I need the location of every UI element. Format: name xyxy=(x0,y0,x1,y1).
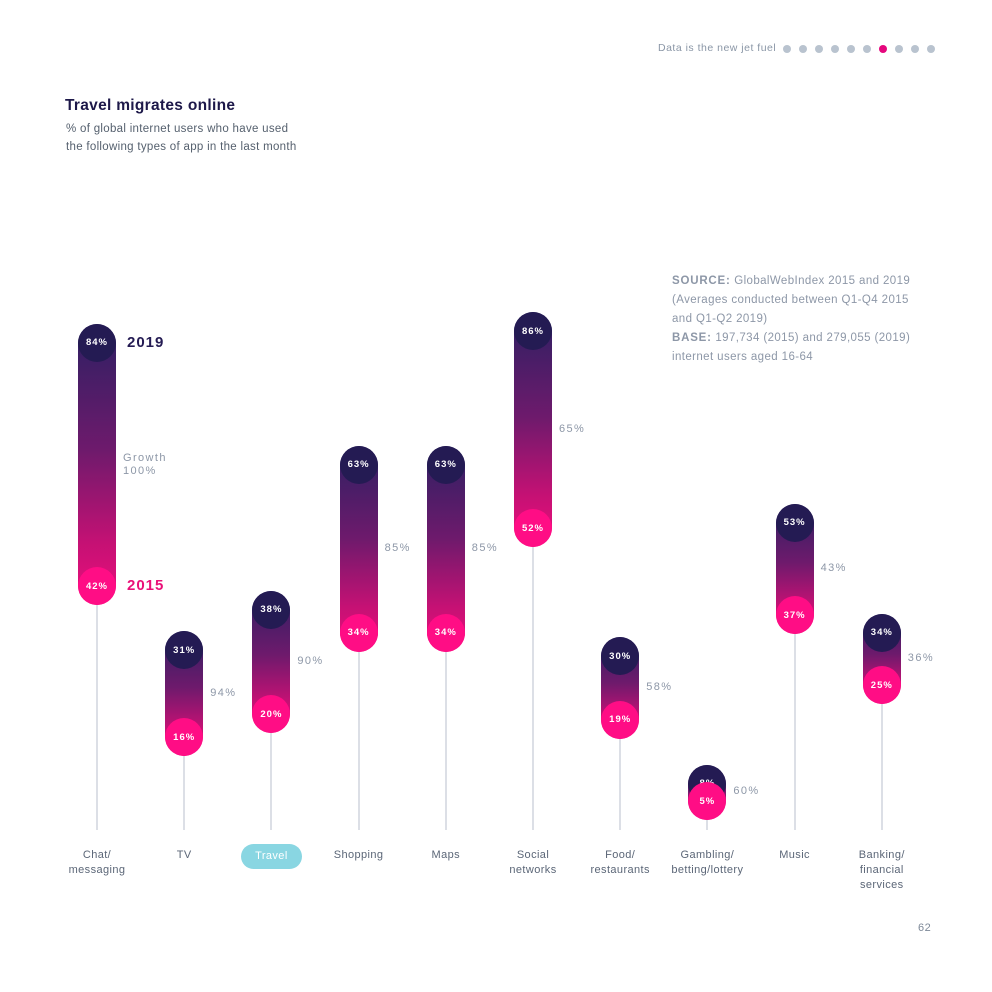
subtitle-line-2: the following types of app in the last m… xyxy=(66,141,297,153)
category-label-line: Social xyxy=(516,849,550,861)
category-label: Social networks xyxy=(471,848,595,878)
base-label: BASE: xyxy=(672,332,712,344)
pagination-dot xyxy=(927,45,935,53)
category-label: Chat/messaging xyxy=(35,848,159,878)
pagination-dots xyxy=(783,45,935,53)
category-label-line: Shopping xyxy=(333,849,384,861)
growth-label: Growth 100% xyxy=(123,451,167,477)
bar-2019-value: 86% xyxy=(514,312,552,351)
category-label-line: messaging xyxy=(68,864,126,876)
category-label-line: Food/ xyxy=(605,849,636,861)
growth-label: 65% xyxy=(559,422,586,435)
category-label: Music xyxy=(733,848,857,863)
source-text: GlobalWebIndex 2015 and 2019 xyxy=(730,275,911,287)
base-text: 197,734 (2015) and 279,055 (2019) xyxy=(711,332,911,344)
pagination-dot xyxy=(799,45,807,53)
bar-2019-value: 63% xyxy=(339,445,378,484)
bar-capsule xyxy=(78,323,116,606)
subtitle-line-1: % of global internet users who have used xyxy=(66,123,289,135)
bar-stem xyxy=(619,656,622,830)
pagination-dot xyxy=(815,45,823,53)
bar-stem xyxy=(793,522,796,830)
category-label: Travel xyxy=(209,844,333,869)
pagination-dot xyxy=(911,45,919,53)
category-label: Food/restaurants xyxy=(558,848,682,878)
pagination-dot xyxy=(895,45,903,53)
page-title: Travel migrates online xyxy=(65,97,236,114)
growth-label: 85% xyxy=(384,541,411,554)
source-line-4: BASE: 197,734 (2015) and 279,055 (2019) xyxy=(672,329,910,348)
pagination-dot xyxy=(863,45,871,53)
source-line-5: internet users aged 16-64 xyxy=(672,351,814,363)
bar-capsule xyxy=(514,312,552,548)
bar-2015-value: 16% xyxy=(165,718,204,757)
bar-2019-value: 63% xyxy=(426,445,465,484)
pagination-dot-active xyxy=(879,45,887,53)
category-label: TV xyxy=(122,848,246,863)
category-label-line: Banking/ xyxy=(858,849,905,861)
category-label: Maps xyxy=(384,848,508,863)
category-label: Shopping xyxy=(297,848,421,863)
bar-2015-value: 5% xyxy=(688,782,727,820)
bar-2019-value: 84% xyxy=(78,323,116,362)
source-line-2: (Averages conducted between Q1-Q4 2015 xyxy=(672,294,909,306)
growth-label: 43% xyxy=(820,562,847,574)
bar-2015-value: 42% xyxy=(78,567,116,606)
growth-label: 36% xyxy=(907,651,935,664)
bar-stem xyxy=(880,632,883,830)
category-label-line: Music xyxy=(779,849,810,861)
source-note: SOURCE: GlobalWebIndex 2015 and 2019 (Av… xyxy=(672,272,910,367)
growth-label: 60% xyxy=(733,785,760,798)
category-label-line: services xyxy=(860,879,904,891)
page-subtitle: % of global internet users who have used… xyxy=(66,120,297,156)
pagination-dot xyxy=(847,45,855,53)
source-label: SOURCE: xyxy=(672,275,731,287)
category-label-line: financial xyxy=(859,864,904,876)
bar-2019-value: 34% xyxy=(862,613,901,652)
category-label-line: TV xyxy=(176,849,192,861)
category-label-line: restaurants xyxy=(590,864,650,876)
source-line-3: and Q1-Q2 2019) xyxy=(672,313,768,325)
category-label: Banking/financial services xyxy=(820,848,944,893)
bar-2015-value: 25% xyxy=(862,666,901,704)
pagination-dot xyxy=(783,45,791,53)
category-label-line: Chat/ xyxy=(82,849,112,861)
legend-2019-label: 2019 xyxy=(127,333,165,351)
bar-2015-value: 52% xyxy=(514,509,552,548)
growth-label: 94% xyxy=(210,686,237,699)
page-number: 62 xyxy=(918,922,932,934)
bar-2015-value: 37% xyxy=(775,596,814,635)
bar-2019-value: 38% xyxy=(252,590,291,629)
bar-stem xyxy=(532,331,534,830)
growth-label: 58% xyxy=(646,680,673,693)
legend-2015-label: 2015 xyxy=(127,577,165,595)
category-label-line: betting/lottery xyxy=(671,864,744,876)
category-label-line: Gambling/ xyxy=(680,849,735,861)
pagination-dot xyxy=(831,45,839,53)
bar-2015-value: 20% xyxy=(252,695,291,733)
bar-2015-value: 19% xyxy=(601,700,640,739)
source-line-1: SOURCE: GlobalWebIndex 2015 and 2019 xyxy=(672,272,910,291)
bar-2019-value: 53% xyxy=(775,503,814,542)
header-tagline: Data is the new jet fuel xyxy=(658,42,777,54)
category-pill-travel: Travel xyxy=(241,844,302,869)
category-label-line: Maps xyxy=(431,849,461,861)
category-label: Gambling/betting/lottery xyxy=(645,848,769,878)
bar-2019-value: 31% xyxy=(165,631,204,670)
growth-label: 85% xyxy=(471,541,499,554)
growth-label: 90% xyxy=(297,654,324,667)
bar-2019-value: 30% xyxy=(601,637,640,675)
category-label-line: networks xyxy=(509,864,557,876)
bar-2015-value: 34% xyxy=(426,613,465,652)
bar-2015-value: 34% xyxy=(339,613,378,652)
